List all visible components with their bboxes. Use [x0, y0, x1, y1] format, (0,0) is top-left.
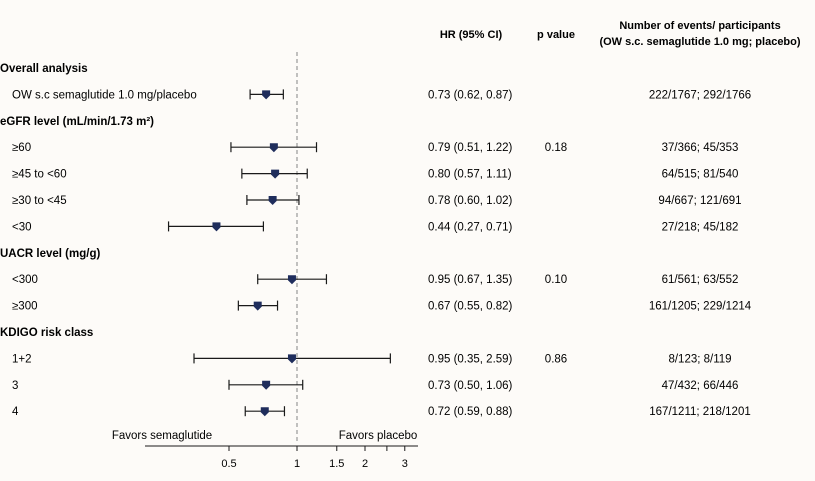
- forest-row: ≥300 0.67 (0.55, 0.82) 161/1205; 229/1214: [12, 300, 752, 313]
- row-p-value: 0.18: [545, 142, 567, 154]
- row-label: <300: [12, 274, 38, 286]
- row-events: 37/366; 45/353: [662, 142, 739, 154]
- hr-point: [260, 407, 269, 417]
- hr-point: [271, 169, 280, 179]
- hr-point: [262, 90, 271, 100]
- row-events: 8/123; 8/119: [668, 353, 731, 365]
- forest-row: <30 0.44 (0.27, 0.71) 27/218; 45/182: [12, 221, 738, 233]
- row-hr-ci: 0.78 (0.60, 1.02): [428, 195, 513, 207]
- row-hr-ci: 0.79 (0.51, 1.22): [428, 142, 513, 154]
- row-events: 94/667; 121/691: [658, 195, 741, 207]
- row-hr-ci: 0.44 (0.27, 0.71): [428, 221, 513, 233]
- forest-row: OW s.c semaglutide 1.0 mg/placebo 0.73 (0…: [12, 89, 751, 101]
- favors-semaglutide-label: Favors semaglutide: [112, 430, 212, 442]
- forest-row: <300 0.95 (0.67, 1.35) 0.10 61/561; 63/552: [12, 274, 738, 286]
- row-label: <30: [12, 221, 32, 233]
- hr-point: [253, 301, 262, 311]
- hr-point: [262, 380, 271, 390]
- favors-placebo-label: Favors placebo: [339, 430, 418, 442]
- hr-point: [287, 354, 296, 364]
- row-hr-ci: 0.73 (0.62, 0.87): [428, 89, 513, 101]
- row-label: ≥300: [12, 301, 38, 313]
- x-tick-label: 2: [362, 458, 368, 470]
- row-hr-ci: 0.67 (0.55, 0.82): [428, 301, 513, 313]
- forest-row: ≥60 0.79 (0.51, 1.22) 0.18 37/366; 45/353: [12, 142, 738, 154]
- forest-row: 4 0.72 (0.59, 0.88) 167/1211; 218/1201: [12, 406, 751, 418]
- hr-point: [268, 196, 277, 205]
- row-hr-ci: 0.95 (0.35, 2.59): [428, 353, 513, 365]
- header-p-value: p value: [537, 29, 575, 41]
- forest-row: 3 0.73 (0.50, 1.06) 47/432; 66/446: [12, 379, 739, 392]
- forest-row: 1+2 0.95 (0.35, 2.59) 0.86 8/123; 8/119: [12, 353, 732, 365]
- x-tick-label: 0.5: [221, 458, 236, 470]
- hr-point: [287, 275, 296, 285]
- row-hr-ci: 0.72 (0.59, 0.88): [428, 406, 513, 418]
- section-label: eGFR level (mL/min/1.73 m²): [0, 116, 154, 128]
- row-events: 61/561; 63/552: [662, 274, 739, 286]
- row-label: ≥30 to <45: [12, 195, 67, 207]
- hr-point: [212, 222, 221, 232]
- x-tick-label: 1.5: [329, 458, 344, 470]
- forest-rows: Overall analysis OW s.c semaglutide 1.0 m…: [0, 63, 752, 418]
- row-events: 222/1767; 292/1766: [649, 89, 751, 101]
- x-axis-ticks: 0.5 1 1.5 2 3: [221, 446, 408, 470]
- row-label: OW s.c semaglutide 1.0 mg/placebo: [12, 89, 197, 101]
- row-label: ≥60: [12, 142, 31, 154]
- hr-point: [269, 143, 278, 153]
- row-label: 1+2: [12, 353, 32, 365]
- row-hr-ci: 0.80 (0.57, 1.11): [428, 169, 512, 181]
- row-hr-ci: 0.95 (0.67, 1.35): [428, 274, 513, 286]
- x-tick-label: 1: [294, 458, 300, 470]
- row-p-value: 0.86: [545, 353, 567, 365]
- section-label: UACR level (mg/g): [0, 248, 100, 260]
- header-hr: HR (95% CI): [440, 29, 503, 41]
- x-tick-label: 3: [402, 458, 408, 470]
- row-hr-ci: 0.73 (0.50, 1.06): [428, 380, 513, 392]
- row-events: 64/515; 81/540: [662, 169, 739, 181]
- header-events-line2: (OW s.c. semaglutide 1.0 mg; placebo): [599, 36, 800, 48]
- header-events-line1: Number of events/ participants: [619, 20, 780, 32]
- forest-row: ≥30 to <45 0.78 (0.60, 1.02) 94/667; 121/6…: [12, 195, 742, 207]
- row-p-value: 0.10: [545, 274, 567, 286]
- row-label: 3: [12, 380, 18, 392]
- row-events: 27/218; 45/182: [662, 221, 739, 233]
- row-label: 4: [12, 406, 19, 418]
- forest-row: ≥45 to <60 0.80 (0.57, 1.11) 64/515; 81/54…: [12, 168, 739, 181]
- section-label: Overall analysis: [0, 63, 88, 75]
- row-label: ≥45 to <60: [12, 169, 67, 181]
- row-events: 47/432; 66/446: [662, 380, 739, 392]
- section-label: KDIGO risk class: [0, 327, 93, 339]
- row-events: 161/1205; 229/1214: [649, 301, 752, 313]
- row-events: 167/1211; 218/1201: [649, 406, 750, 418]
